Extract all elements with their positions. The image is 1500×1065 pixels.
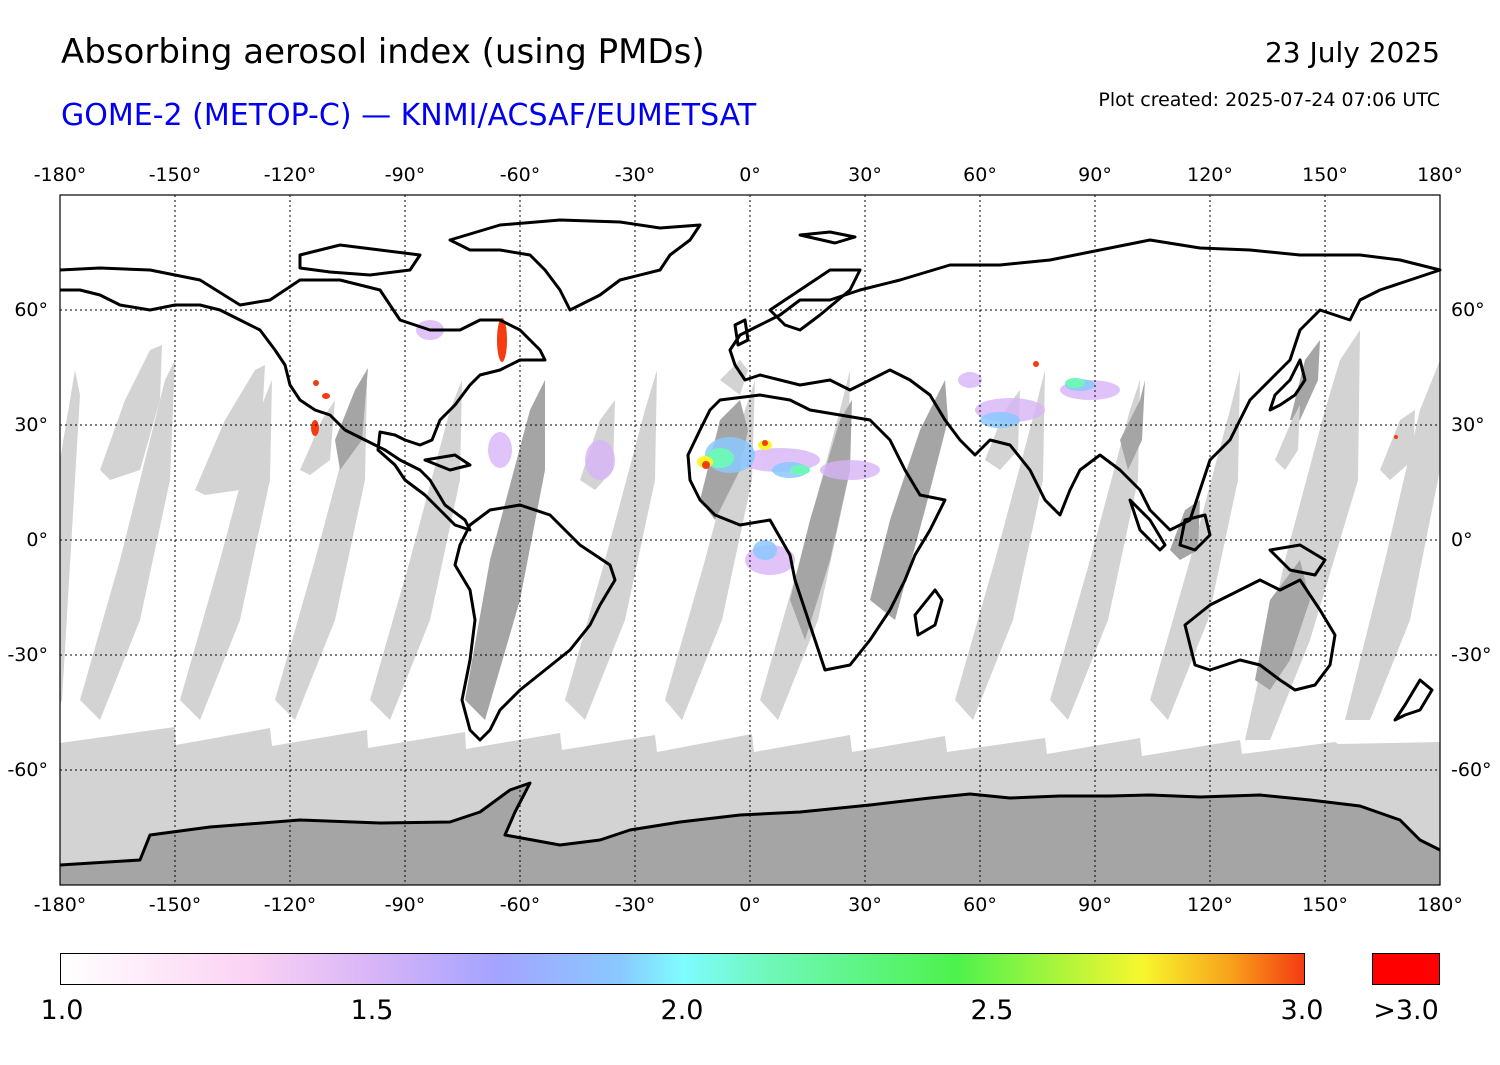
lon-tick-bottom: 120° xyxy=(1187,894,1233,916)
lon-tick-top: -90° xyxy=(384,164,426,186)
colorbar-label: 2.0 xyxy=(660,995,704,1026)
colorbar-label: 2.5 xyxy=(970,995,1014,1026)
lon-tick-top: 30° xyxy=(848,164,882,186)
coast-eurasia xyxy=(728,238,1442,532)
plot-created-timestamp: Plot created: 2025-07-24 07:06 UTC xyxy=(1098,89,1440,111)
colorbar-over-swatch xyxy=(1372,953,1440,985)
lon-tick-top: 180° xyxy=(1417,164,1463,186)
lon-tick-top: 120° xyxy=(1187,164,1233,186)
lon-tick-bottom: 180° xyxy=(1417,894,1463,916)
lon-tick-bottom: 30° xyxy=(848,894,882,916)
coast-new-guinea xyxy=(1268,543,1327,577)
map-subtitle: GOME-2 (METOP-C) — KNMI/ACSAF/EUMETSAT xyxy=(61,98,757,133)
lon-tick-bottom: 90° xyxy=(1078,894,1112,916)
lon-tick-top: 60° xyxy=(963,164,997,186)
coast-antarctica xyxy=(59,781,1441,867)
lon-tick-top: -180° xyxy=(33,164,87,186)
colorbar-label: 1.0 xyxy=(40,995,84,1026)
aerosol-signal xyxy=(311,318,1398,575)
map-border xyxy=(59,194,1441,886)
lat-tick-left: 30° xyxy=(14,414,48,436)
coast-svalbard xyxy=(798,230,857,245)
coast-africa xyxy=(686,393,947,672)
lon-tick-bottom: 60° xyxy=(963,894,997,916)
lon-tick-bottom: -150° xyxy=(148,894,202,916)
colorbar-label: 3.0 xyxy=(1280,995,1324,1026)
lat-tick-right: -30° xyxy=(1451,644,1492,666)
colorbar-over-label: >3.0 xyxy=(1373,995,1439,1026)
lon-tick-top: 0° xyxy=(739,164,761,186)
coastlines xyxy=(59,218,1442,867)
coast-madagascar xyxy=(913,588,944,637)
colorbar-gradient xyxy=(60,953,1305,985)
lon-tick-bottom: -60° xyxy=(499,894,541,916)
lon-tick-top: -60° xyxy=(499,164,541,186)
lat-tick-right: -60° xyxy=(1451,759,1492,781)
lon-tick-bottom: 0° xyxy=(739,894,761,916)
coast-uk xyxy=(733,318,750,347)
lon-tick-bottom: 150° xyxy=(1302,894,1348,916)
lon-tick-top: 90° xyxy=(1078,164,1112,186)
coast-borneo xyxy=(1178,513,1212,552)
map-date: 23 July 2025 xyxy=(1264,36,1440,69)
lon-tick-bottom: -120° xyxy=(263,894,317,916)
coast-australia xyxy=(1183,578,1337,692)
map-title: Absorbing aerosol index (using PMDs) xyxy=(61,32,705,72)
coast-north-america xyxy=(59,266,547,532)
coast-greenland xyxy=(448,218,702,312)
lon-tick-bottom: -180° xyxy=(33,894,87,916)
lat-tick-right: 0° xyxy=(1451,529,1473,551)
lon-tick-bottom: -30° xyxy=(614,894,656,916)
gridlines xyxy=(60,195,1440,885)
lat-tick-left: -30° xyxy=(7,644,48,666)
orbit-gap-north xyxy=(100,345,1415,495)
lon-tick-top: -150° xyxy=(148,164,202,186)
lat-tick-left: -60° xyxy=(7,759,48,781)
orbit-gap-dark xyxy=(60,340,1440,885)
coast-cuba xyxy=(423,453,472,472)
coast-sumatra xyxy=(1128,498,1167,552)
colorbar-label: 1.5 xyxy=(350,995,394,1026)
coast-japan xyxy=(1268,358,1307,412)
lat-tick-right: 60° xyxy=(1451,299,1485,321)
coast-arctic-islands xyxy=(298,243,422,277)
lon-tick-bottom: -90° xyxy=(384,894,426,916)
lat-tick-left: 0° xyxy=(26,529,48,551)
coast-new-zealand xyxy=(1393,678,1434,722)
coast-scandinavia xyxy=(768,268,862,332)
lon-tick-top: -30° xyxy=(614,164,656,186)
lon-tick-top: -120° xyxy=(263,164,317,186)
lat-tick-left: 60° xyxy=(14,299,48,321)
lon-tick-top: 150° xyxy=(1302,164,1348,186)
lat-tick-right: 30° xyxy=(1451,414,1485,436)
